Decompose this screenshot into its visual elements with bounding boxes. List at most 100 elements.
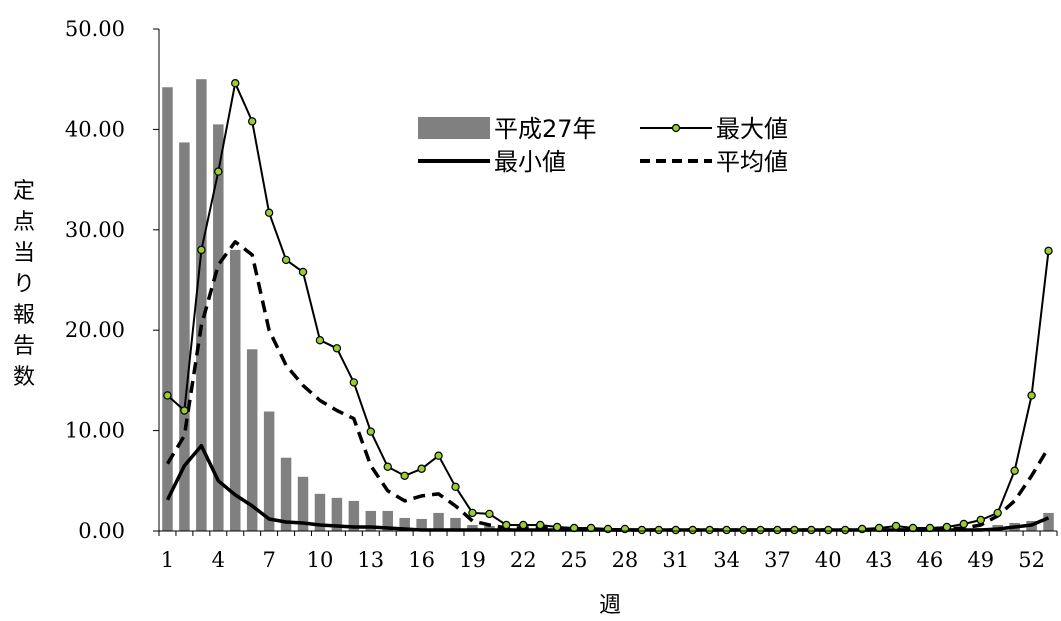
x-tick-label: 4 xyxy=(212,548,225,572)
x-axis-title: 週 xyxy=(599,593,621,618)
bar xyxy=(297,476,309,531)
x-tick-label: 22 xyxy=(510,548,537,572)
y-axis-title-char: 報 xyxy=(13,303,35,328)
bar xyxy=(314,493,326,531)
series-point-max xyxy=(315,336,325,345)
x-tick-label: 25 xyxy=(561,548,588,572)
y-axis-title-char: 数 xyxy=(13,365,35,390)
series-point-max xyxy=(739,525,748,535)
series-point-max xyxy=(366,427,375,436)
series-point-max xyxy=(722,525,731,535)
y-tick-label: 20.00 xyxy=(65,318,125,342)
series-line-mean xyxy=(166,240,1050,532)
y-axis-title-char: 点 xyxy=(13,210,35,235)
series-point-max xyxy=(247,117,257,126)
series-point-max xyxy=(756,525,765,535)
series-point-max xyxy=(688,525,697,535)
series-point-max xyxy=(942,522,952,532)
series-point-max xyxy=(976,515,985,525)
y-axis-title-char: り xyxy=(13,272,35,297)
bar xyxy=(213,124,224,531)
x-tick-label: 13 xyxy=(357,548,384,572)
legend-label-max: 最大値 xyxy=(716,115,788,143)
legend-label-mean: 平均値 xyxy=(716,148,788,176)
series-point-max xyxy=(603,524,613,534)
y-axis-title-char: 告 xyxy=(13,334,35,359)
series-point-max xyxy=(993,508,1002,518)
series-point-max xyxy=(671,525,680,535)
bar xyxy=(229,249,241,531)
series-point-max xyxy=(569,523,579,533)
series-point-max xyxy=(163,391,172,400)
series-point-max xyxy=(180,406,189,415)
series-point-max xyxy=(434,451,443,460)
axes: 0.00 10.00 20.00 30.00 40.00 50.00 1 4 7 10 13 16 19… xyxy=(65,17,1058,572)
series-point-max xyxy=(1010,466,1019,475)
x-tick-label: 7 xyxy=(262,548,275,572)
y-tick-label: 50.00 xyxy=(65,17,125,41)
series-point-max xyxy=(959,519,969,529)
series-point-max xyxy=(1027,391,1036,400)
x-tick-label: 10 xyxy=(307,548,334,572)
series-point-max xyxy=(197,245,206,255)
series-point-max xyxy=(620,524,630,534)
bar xyxy=(263,411,275,531)
series-point-max xyxy=(1044,246,1053,256)
x-tick-label: 46 xyxy=(917,548,944,572)
series-point-max xyxy=(400,471,409,480)
series-point-max xyxy=(857,524,867,534)
series-point-max xyxy=(773,525,782,535)
bar xyxy=(1043,512,1054,531)
legend-swatch-heisei27 xyxy=(418,117,490,139)
x-tick-label: 34 xyxy=(713,548,740,572)
series-point-max xyxy=(824,525,833,535)
bar xyxy=(416,518,427,531)
x-tick-label: 40 xyxy=(815,548,842,572)
series-point-max xyxy=(654,525,664,535)
legend-label-heisei27: 平成27年 xyxy=(494,115,597,143)
series-point-max xyxy=(451,482,460,492)
bar xyxy=(246,349,258,531)
bar xyxy=(365,510,377,531)
x-tick-label: 52 xyxy=(1018,548,1045,572)
bar xyxy=(162,87,173,532)
y-tick-label: 10.00 xyxy=(65,419,125,443)
series-point-max xyxy=(552,522,562,532)
series-point-max xyxy=(637,525,647,535)
bar-series-heisei27 xyxy=(162,79,1054,532)
series-point-max xyxy=(519,520,528,530)
series-point-max xyxy=(925,523,935,533)
series-point-max xyxy=(332,344,342,353)
series-point-max xyxy=(841,525,850,535)
series-point-max xyxy=(790,525,799,535)
bar xyxy=(467,524,478,531)
legend-marker-max xyxy=(671,123,681,133)
y-axis-title-char: 定 xyxy=(13,179,35,204)
y-axis-title-text: 定点当り報告数 xyxy=(13,179,35,390)
series-point-max xyxy=(298,267,308,277)
x-tick-label: 19 xyxy=(459,548,486,572)
bar xyxy=(382,510,393,531)
series-point-max xyxy=(705,525,714,535)
series-point-max xyxy=(807,525,816,535)
y-tick-label: 0.00 xyxy=(78,519,125,543)
series-line-max xyxy=(166,82,1050,531)
y-tick-label: 40.00 xyxy=(65,117,125,141)
series-point-max xyxy=(264,208,274,217)
bar xyxy=(348,500,360,531)
bar xyxy=(450,517,461,531)
bar xyxy=(399,517,410,531)
series-point-max xyxy=(891,521,901,531)
series-point-max xyxy=(874,523,884,533)
x-tick-label: 43 xyxy=(866,548,893,572)
x-tick-label: 37 xyxy=(764,548,791,572)
x-tick-label: 31 xyxy=(662,548,689,572)
series-point-max xyxy=(586,523,596,533)
x-tick-label: 49 xyxy=(967,548,994,572)
series-point-max xyxy=(383,462,392,471)
x-tick-label: 16 xyxy=(408,548,435,572)
series-point-max xyxy=(468,508,477,518)
series-point-max xyxy=(281,255,291,265)
line-series-layer xyxy=(163,79,1053,535)
